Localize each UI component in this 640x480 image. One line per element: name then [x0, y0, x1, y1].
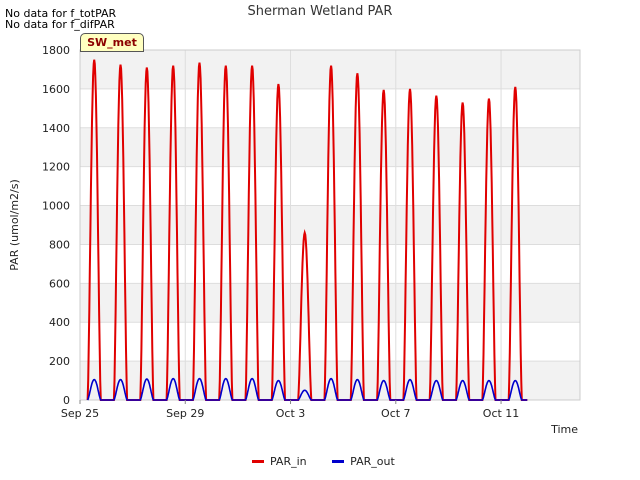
y-tick-label: 1000: [42, 200, 70, 213]
legend-item-par-out: PAR_out: [332, 455, 395, 468]
y-tick-label: 800: [49, 238, 70, 251]
y-axis-label: PAR (umol/m2/s): [8, 179, 21, 271]
y-tick-label: 0: [63, 394, 70, 407]
plot-band: [80, 283, 580, 323]
y-tick-label: 1800: [42, 44, 70, 57]
x-axis-label: Time: [550, 423, 578, 436]
legend-label-par-in: PAR_in: [270, 455, 307, 468]
legend-swatch-par-out: [332, 460, 345, 463]
y-axis-ticks: 0 200 400 600 800 1000 1200 1400 1600 1800: [42, 44, 70, 407]
y-tick-label: 1600: [42, 83, 70, 96]
x-tick-label: Oct 3: [276, 407, 306, 420]
y-tick-label: 200: [49, 355, 70, 368]
series-line-par-in: [86, 59, 528, 401]
legend-item-par-in: PAR_in: [252, 455, 307, 468]
no-data-note-difpar: No data for f_difPAR: [5, 18, 115, 31]
x-tick-label: Oct 11: [483, 407, 520, 420]
legend-label-par-out: PAR_out: [350, 455, 395, 468]
plot-band: [80, 127, 580, 167]
grid-lines: [79, 49, 581, 401]
series-line-par-out: [86, 377, 528, 401]
x-tick-label: Oct 7: [381, 407, 411, 420]
chart-title: Sherman Wetland PAR: [248, 4, 393, 19]
plot-border: [79, 49, 581, 401]
legend: PAR_in PAR_out: [252, 453, 417, 468]
y-tick-label: 400: [49, 316, 70, 329]
plot-band: [80, 205, 580, 245]
x-tick-label: Sep 29: [166, 407, 204, 420]
y-tick-label: 600: [49, 277, 70, 290]
x-axis-ticks: Sep 25 Sep 29 Oct 3 Oct 7 Oct 11: [61, 400, 519, 420]
legend-swatch-par-in: [252, 460, 264, 463]
site-badge: SW_met: [80, 33, 144, 52]
x-tick-label: Sep 25: [61, 407, 99, 420]
y-tick-label: 1200: [42, 161, 70, 174]
series-lines: [86, 59, 528, 401]
y-tick-label: 1400: [42, 122, 70, 135]
no-data-note-totpar: No data for f_totPAR: [5, 7, 117, 20]
